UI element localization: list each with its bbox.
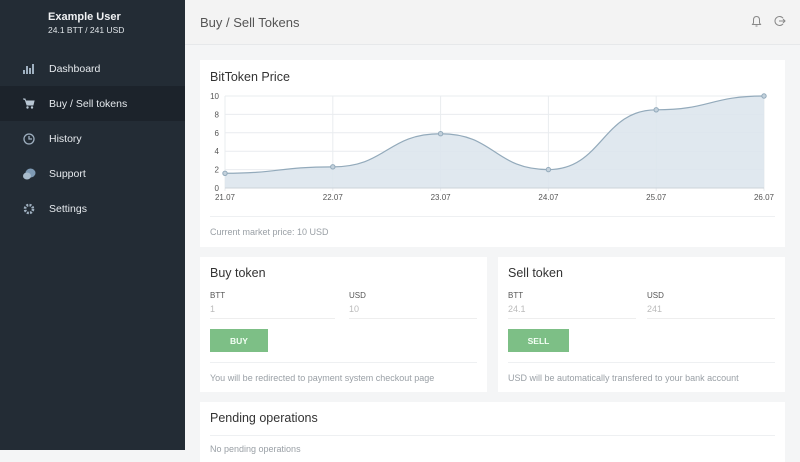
- pending-empty: No pending operations: [210, 444, 301, 454]
- gear-icon: [22, 202, 36, 216]
- chart-title: BitToken Price: [210, 70, 290, 84]
- sidebar-item-history[interactable]: History: [0, 121, 185, 156]
- sidebar-item-label: Buy / Sell tokens: [49, 97, 128, 110]
- sell-note: USD will be automatically transfered to …: [508, 373, 739, 383]
- sidebar-item-settings[interactable]: Settings: [0, 191, 185, 226]
- buy-usd-input[interactable]: 10: [349, 301, 477, 319]
- sell-usd-input[interactable]: 241: [647, 301, 775, 319]
- pending-title: Pending operations: [210, 411, 318, 425]
- user-name: Example User: [48, 11, 121, 23]
- chat-icon: [22, 167, 36, 181]
- sell-usd-label: USD: [647, 291, 664, 300]
- sidebar-item-dashboard[interactable]: Dashboard: [0, 51, 185, 86]
- user-balance: 24.1 BTT / 241 USD: [48, 25, 125, 35]
- svg-text:6: 6: [215, 129, 220, 138]
- pending-card: Pending operations No pending operations: [200, 402, 785, 462]
- page-title: Buy / Sell Tokens: [200, 14, 300, 30]
- price-chart: 0 2 4 6 8 10 21.07 22.07 23.07 24.07 25.07 26.07: [210, 92, 775, 202]
- main-content: Buy / Sell Tokens BitToken Price 0 2 4 6 8 10…: [185, 0, 800, 462]
- buy-title: Buy token: [210, 266, 266, 280]
- sidebar-item-label: Support: [49, 167, 86, 180]
- svg-text:21.07: 21.07: [215, 193, 236, 202]
- buy-note: You will be redirected to payment system…: [210, 373, 435, 383]
- svg-text:24.07: 24.07: [538, 193, 559, 202]
- buy-button[interactable]: BUY: [210, 329, 268, 352]
- sidebar-item-label: Dashboard: [49, 62, 101, 75]
- svg-text:25.07: 25.07: [646, 193, 667, 202]
- logout-icon[interactable]: [774, 14, 786, 32]
- sell-card: Sell token BTT USD 24.1 241 SELL USD wil…: [498, 257, 785, 392]
- svg-text:4: 4: [215, 147, 220, 156]
- buy-card: Buy token BTT USD 1 10 BUY You will be r…: [200, 257, 487, 392]
- cart-icon: [22, 97, 36, 111]
- user-info: Example User 24.1 BTT / 241 USD: [0, 0, 185, 48]
- bell-icon[interactable]: [751, 14, 762, 32]
- sidebar: Example User 24.1 BTT / 241 USD Dashboar…: [0, 0, 185, 450]
- sidebar-item-buy-sell[interactable]: Buy / Sell tokens: [0, 86, 185, 121]
- svg-text:8: 8: [215, 110, 220, 119]
- sell-btt-label: BTT: [508, 291, 524, 300]
- sell-button[interactable]: SELL: [508, 329, 569, 352]
- buy-btt-input[interactable]: 1: [210, 301, 335, 319]
- sidebar-item-support[interactable]: Support: [0, 156, 185, 191]
- bar-chart-icon: [22, 62, 36, 76]
- price-card: BitToken Price 0 2 4 6 8 10 21.07 22.07 23.07 24.…: [200, 60, 785, 247]
- sell-btt-input[interactable]: 24.1: [508, 301, 636, 319]
- svg-text:23.07: 23.07: [431, 193, 452, 202]
- buy-usd-label: USD: [349, 291, 366, 300]
- svg-text:2: 2: [215, 166, 220, 175]
- top-bar: Buy / Sell Tokens: [185, 0, 800, 45]
- buy-btt-label: BTT: [210, 291, 226, 300]
- svg-text:22.07: 22.07: [323, 193, 344, 202]
- sidebar-item-label: Settings: [49, 202, 87, 215]
- sell-title: Sell token: [508, 266, 563, 280]
- market-price: Current market price: 10 USD: [210, 227, 329, 237]
- svg-text:10: 10: [210, 92, 219, 101]
- svg-text:0: 0: [215, 184, 220, 193]
- svg-text:26.07: 26.07: [754, 193, 775, 202]
- sidebar-item-label: History: [49, 132, 82, 145]
- clock-icon: [22, 132, 36, 146]
